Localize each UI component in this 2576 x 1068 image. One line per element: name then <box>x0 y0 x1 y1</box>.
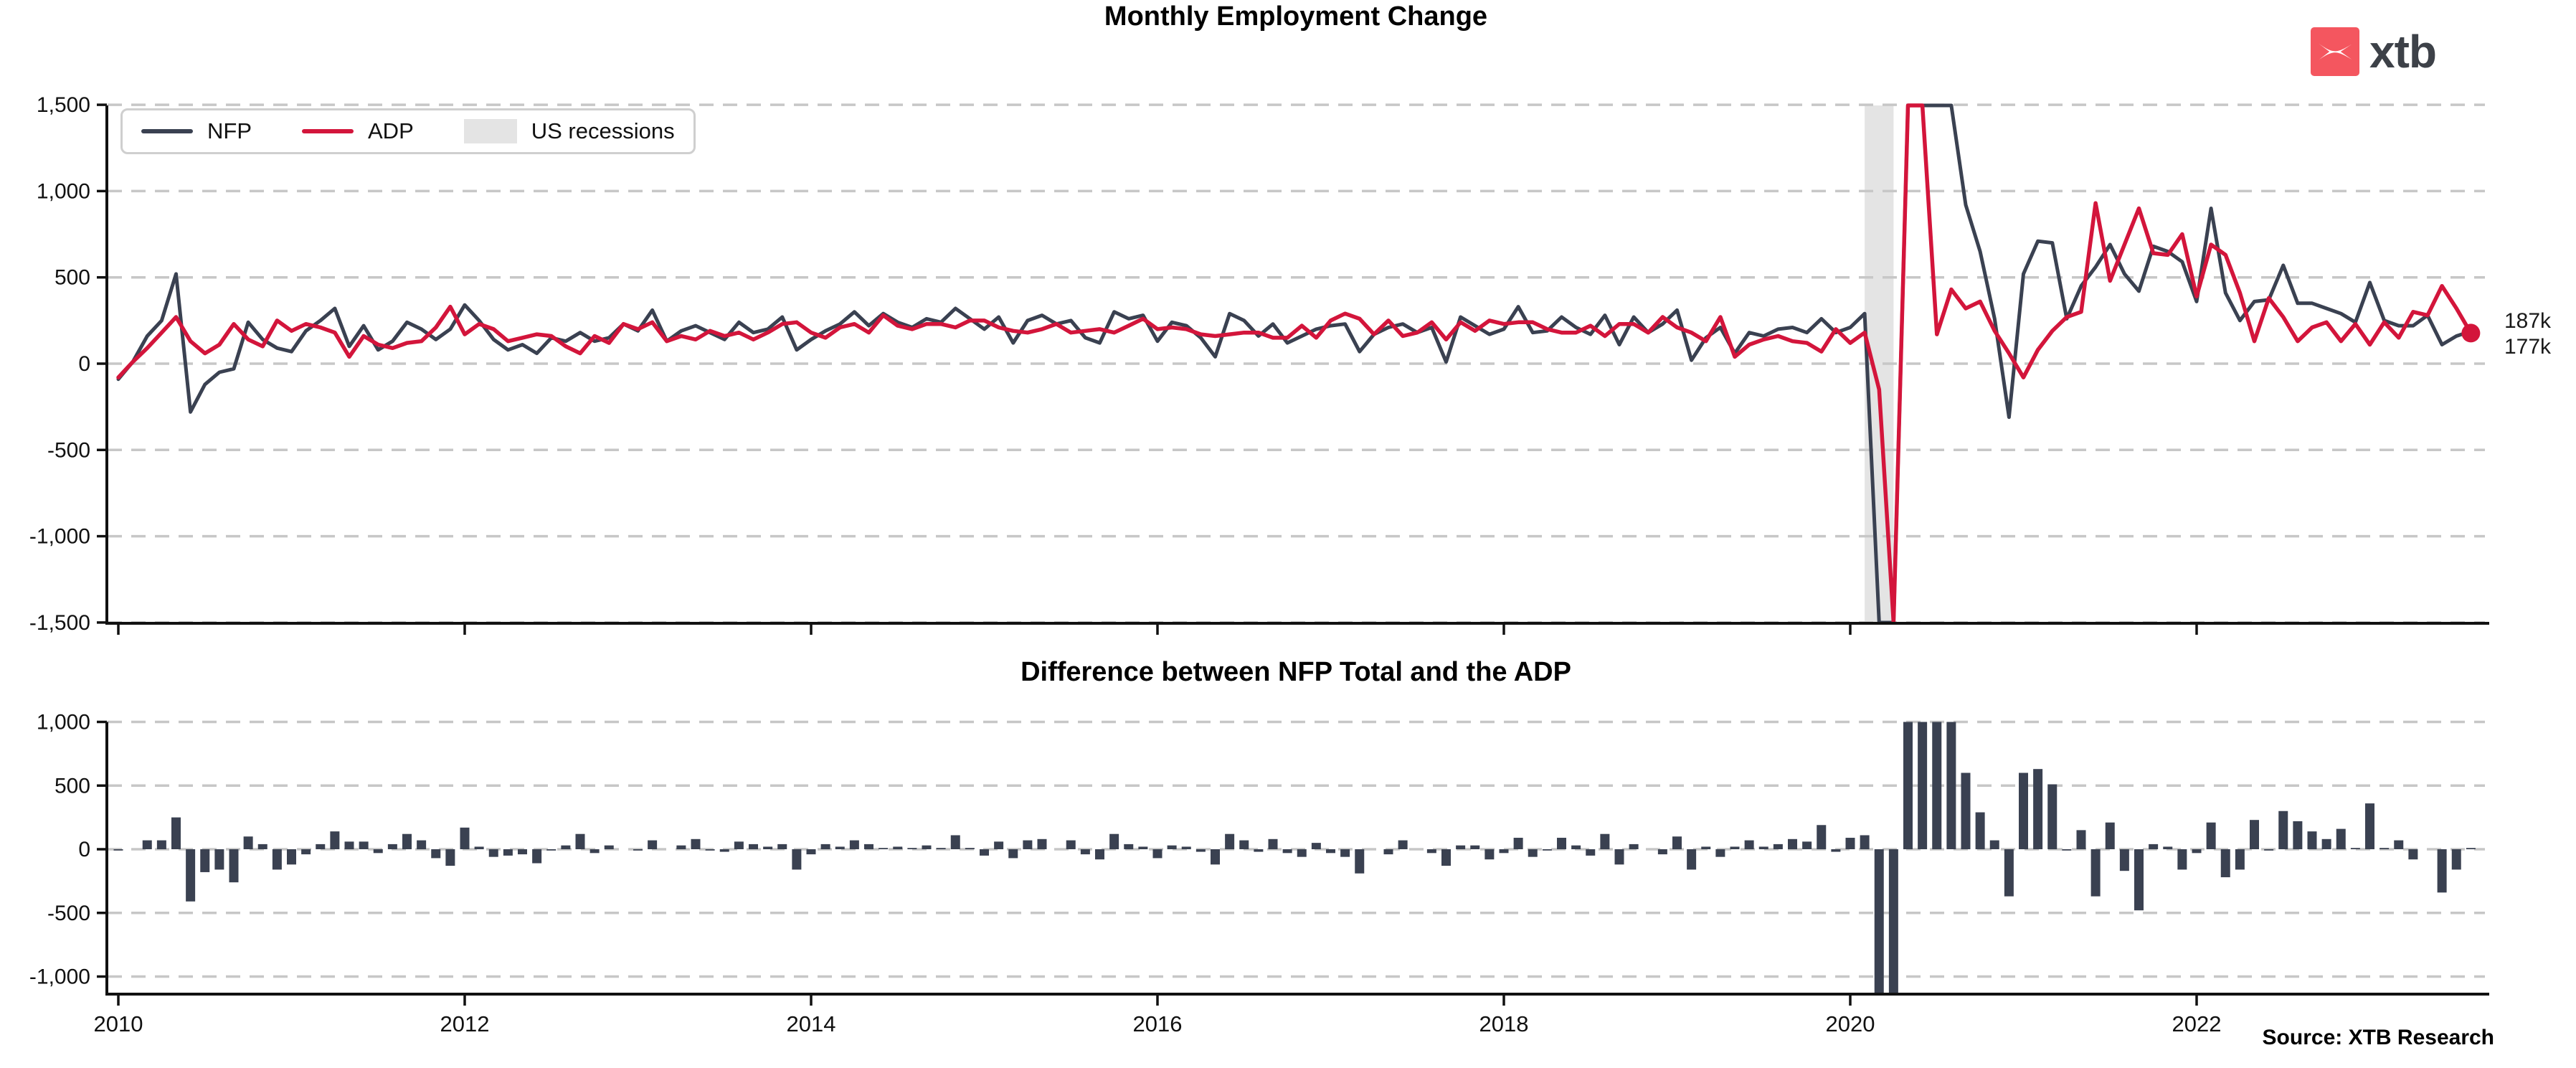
svg-text:-1,500: -1,500 <box>29 611 90 635</box>
nfp-line-swatch <box>141 129 193 133</box>
source-credit: Source: XTB Research <box>2262 1026 2494 1049</box>
xtb-logo: xtb <box>2311 26 2437 77</box>
nfp-line <box>116 103 2473 625</box>
axes: 1,500 1,000 500 0 -500 -1,000 -1,500 1,000 500 0 -… <box>29 93 2489 1036</box>
svg-text:1,000: 1,000 <box>37 711 90 734</box>
legend: NFP ADP US recessions <box>120 108 696 154</box>
svg-text:0: 0 <box>78 352 90 376</box>
svg-text:2014: 2014 <box>787 1011 836 1036</box>
last-value-labels: 187k 177k <box>2504 308 2551 360</box>
svg-text:2020: 2020 <box>1826 1011 1875 1036</box>
svg-text:2022: 2022 <box>2172 1011 2222 1036</box>
svg-text:0: 0 <box>78 838 90 861</box>
nfp-last-value-label: 187k <box>2504 309 2552 333</box>
legend-label-nfp: NFP <box>207 118 252 143</box>
svg-text:-1,000: -1,000 <box>29 965 90 989</box>
recession-patch-swatch <box>463 119 517 143</box>
svg-text:2018: 2018 <box>1479 1011 1529 1036</box>
svg-text:2010: 2010 <box>94 1011 143 1036</box>
xtb-swallow-icon <box>2317 43 2352 61</box>
adp-last-point-marker <box>2461 323 2481 343</box>
xtb-logo-square <box>2311 27 2359 76</box>
svg-text:-500: -500 <box>47 902 90 925</box>
legend-label-recessions: US recessions <box>531 118 675 143</box>
legend-label-adp: ADP <box>368 118 414 143</box>
svg-text:1,500: 1,500 <box>37 93 90 117</box>
svg-text:2012: 2012 <box>440 1011 490 1036</box>
svg-text:500: 500 <box>55 774 90 798</box>
difference-bars <box>113 722 2476 993</box>
adp-last-value-label: 177k <box>2504 335 2552 359</box>
bottom-chart-title: Difference between NFP Total and the ADP <box>1021 657 1571 687</box>
svg-text:-500: -500 <box>47 438 90 462</box>
svg-text:1,000: 1,000 <box>37 179 90 203</box>
svg-text:500: 500 <box>55 266 90 290</box>
top-chart-title: Monthly Employment Change <box>1104 1 1488 32</box>
adp-line-swatch <box>302 129 354 133</box>
svg-text:2016: 2016 <box>1133 1011 1183 1036</box>
svg-text:-1,000: -1,000 <box>29 525 90 549</box>
xtb-logo-text: xtb <box>2369 26 2437 77</box>
adp-line <box>116 103 2473 625</box>
